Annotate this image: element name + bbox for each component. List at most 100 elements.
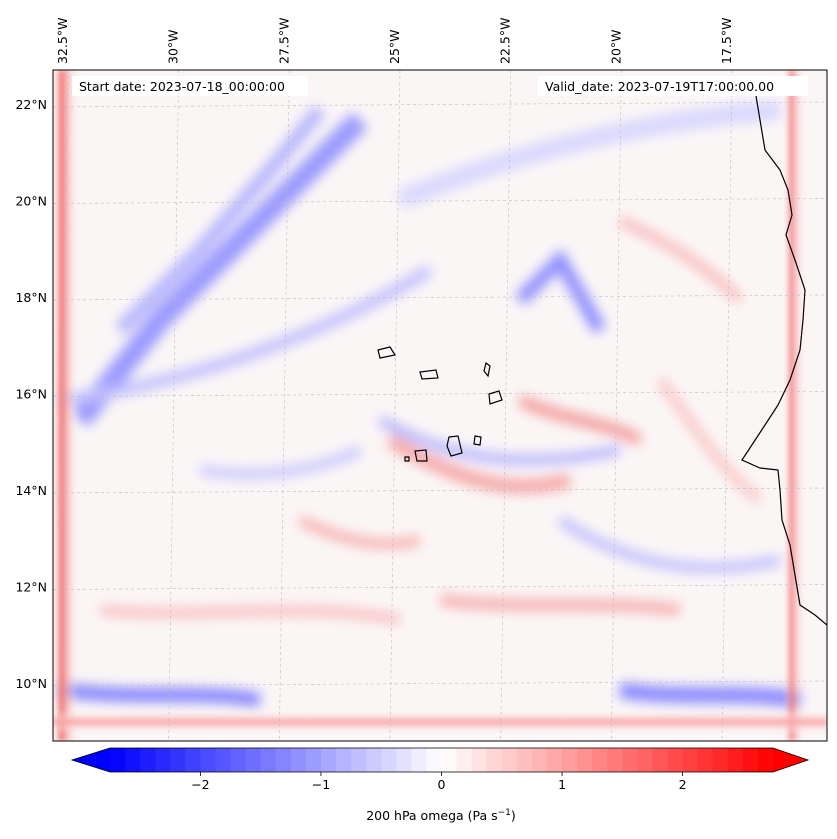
colorbar-segment (471, 748, 488, 772)
colorbar-segment (366, 748, 382, 772)
meridian-gridline (389, 70, 401, 741)
latitude-label: 10°N (15, 676, 47, 691)
meridian-gridline (57, 70, 69, 741)
negative-band (71, 112, 368, 427)
positive-band (386, 433, 572, 494)
colorbar-tick-label: −2 (191, 777, 209, 792)
colorbar-segment (607, 748, 623, 772)
meridian-gridline (168, 70, 179, 741)
colorbar-extend-min (72, 748, 110, 772)
edge-artifacts (53, 70, 827, 741)
latitude-label: 16°N (15, 387, 47, 402)
longitude-label: 22.5°W (498, 18, 513, 64)
colorbar-label: 200 hPa omega (Pa s−1) (366, 808, 516, 823)
negative-band (59, 264, 434, 406)
colorbar-segment (170, 748, 186, 772)
longitude-labels: 32.5°W 30°W 27.5°W 25°W 22.5°W 20°W 17.5°W (55, 18, 734, 64)
latitude-label: 18°N (15, 290, 47, 305)
colorbar-segment (305, 748, 322, 772)
latitude-label: 20°N (15, 194, 47, 209)
colorbar-label-main: 200 hPa omega (Pa s (366, 808, 497, 823)
meridian-gridline (500, 70, 511, 741)
longitude-label: 32.5°W (55, 18, 70, 64)
colorbar-segment (456, 748, 473, 772)
colorbar-segment (486, 748, 503, 772)
meridian-gridline (721, 70, 733, 741)
island (419, 369, 439, 380)
negative-band (515, 248, 607, 334)
colorbar-outline (70, 747, 810, 773)
positive-band (617, 215, 744, 304)
negative-band (115, 105, 326, 335)
colorbar-segment (516, 748, 533, 772)
colorbar-segment (396, 748, 412, 772)
colorbar-segment (652, 748, 669, 772)
meridian-gridline (611, 70, 622, 741)
colorbar-segment (757, 748, 774, 772)
colorbar-segment (562, 748, 578, 772)
positive-band (297, 515, 422, 549)
negative-band (377, 415, 621, 465)
valid-date-box (538, 76, 808, 96)
start-date-text: Start date: 2023-07-18_00:00:00 (79, 79, 285, 94)
positive-band (99, 605, 401, 625)
longitude-label: 27.5°W (276, 18, 291, 64)
gridlines (53, 70, 827, 741)
colorbar-segment (622, 748, 638, 772)
colorbar-segment (501, 748, 518, 772)
colorbar-segment (577, 748, 593, 772)
latitude-label: 14°N (15, 483, 47, 498)
valid-date-text: Valid_date: 2023-07-19T17:00:00.00 (545, 79, 774, 94)
island (404, 456, 410, 462)
colorbar-tick-label: 2 (679, 777, 687, 792)
negative-band (396, 100, 781, 210)
island (473, 435, 482, 446)
colorbar-segment (320, 748, 337, 772)
colorbar-segment (230, 748, 247, 772)
colorbar-extend-max (773, 748, 808, 772)
colorbar-segment (637, 748, 654, 772)
negative-band (59, 683, 262, 707)
colorbar-segment (260, 748, 277, 772)
longitude-label: 25°W (387, 29, 402, 64)
african-coastline (741, 89, 827, 626)
colorbar-label-exponent: −1 (498, 808, 511, 818)
colorbar-segment (426, 748, 443, 772)
colorbar-segment (290, 748, 307, 772)
island (446, 435, 463, 457)
colorbar-segment (336, 748, 352, 772)
longitude-label: 17.5°W (719, 18, 734, 64)
colorbar-ticks: −2 −1 0 1 2 (191, 772, 687, 792)
colorbar (70, 747, 810, 773)
colorbar-segment (742, 748, 759, 772)
longitude-label: 20°W (608, 29, 623, 64)
latitude-labels: 22°N 20°N 18°N 16°N 14°N 12°N 10°N (15, 97, 47, 691)
colorbar-label-close: ) (511, 808, 516, 823)
colorbar-segment (351, 748, 367, 772)
colorbar-segment (667, 748, 684, 772)
island (488, 390, 503, 405)
negative-band (618, 682, 802, 708)
latitude-label: 22°N (15, 97, 47, 112)
colorbar-segment (245, 748, 262, 772)
positive-band (439, 594, 681, 616)
colorbar-segment (546, 748, 563, 772)
island (414, 449, 428, 462)
coastlines (377, 89, 827, 626)
colorbar-segment (185, 748, 202, 772)
island (483, 361, 491, 378)
positive-band (517, 394, 643, 446)
colorbar-segment (712, 748, 729, 772)
colorbar-segment (125, 748, 141, 772)
positive-band (655, 377, 764, 504)
latitude-label: 12°N (15, 580, 47, 595)
negative-band (557, 515, 782, 573)
colorbar-segment (215, 748, 232, 772)
meridian-gridline (279, 70, 290, 741)
map-frame (52, 69, 828, 742)
colorbar-segment (727, 748, 744, 772)
colorbar-segment (697, 748, 714, 772)
colorbar-tick-label: −1 (312, 777, 330, 792)
negative-band (199, 445, 363, 479)
